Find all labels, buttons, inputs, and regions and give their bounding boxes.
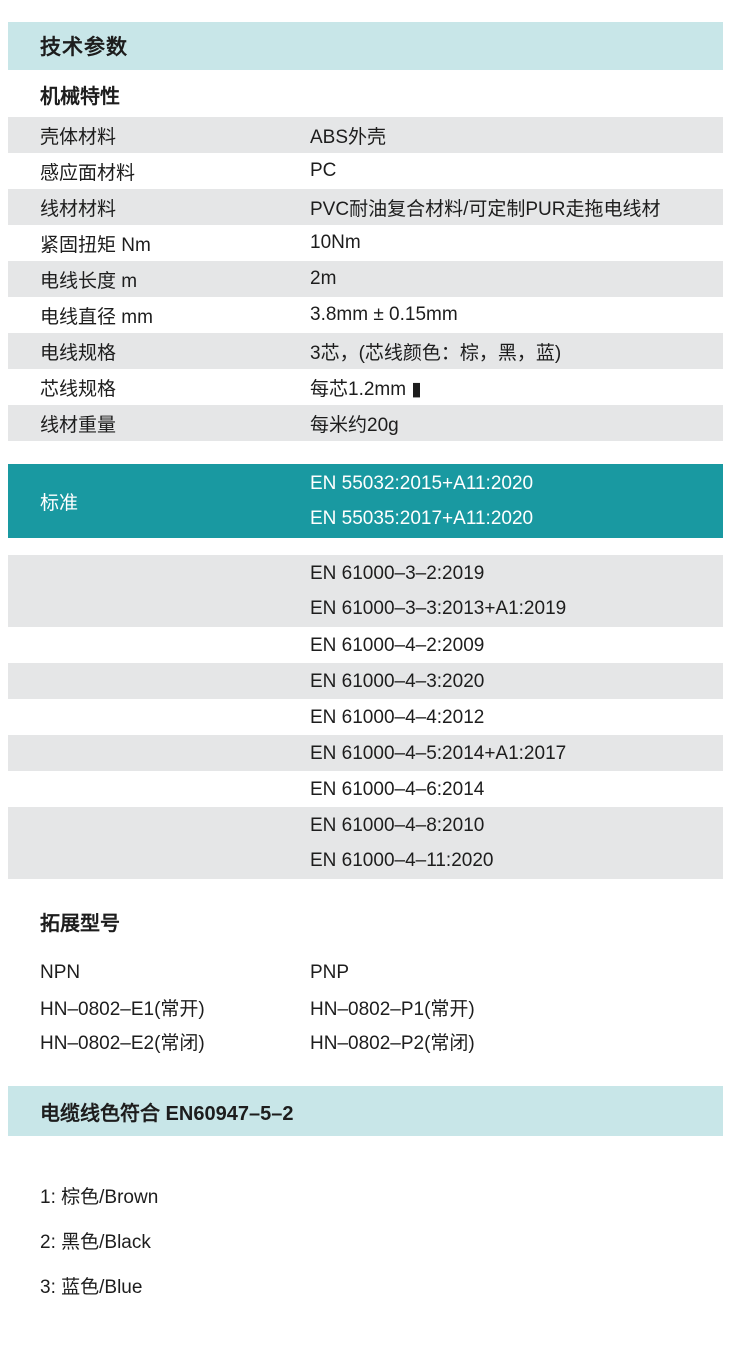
- standard-line: EN 61000–4–3:2020: [310, 670, 485, 692]
- row-label: 芯线规格: [40, 378, 117, 400]
- standards-group: EN 61000–4–6:2014: [8, 771, 723, 807]
- standards-label: 标准: [40, 492, 79, 514]
- standards-highlight: EN 55032:2015+A11:2020 EN 55035:2017+A11…: [310, 464, 723, 538]
- row-value: 3芯，(芯线颜色：棕，黑，蓝): [310, 342, 562, 364]
- table-row: 电线规格 3芯，(芯线颜色：棕，黑，蓝): [8, 333, 723, 369]
- standards-group: EN 61000–4–5:2014+A1:2017: [8, 735, 723, 771]
- standard-line: EN 61000–4–11:2020: [310, 850, 494, 871]
- row-value: 3.8mm ± 0.15mm: [310, 304, 458, 325]
- model-item: HN–0802–P2(常闭): [310, 1032, 475, 1054]
- row-value: PVC耐油复合材料/可定制PUR走拖电线材: [310, 198, 661, 220]
- standard-line: EN 61000–4–5:2014+A1:2017: [310, 742, 567, 764]
- row-value: 每米约20g: [310, 414, 399, 436]
- row-value: PC: [310, 160, 337, 181]
- row-value: 10Nm: [310, 232, 361, 253]
- model-row: HN–0802–E2(常闭) HN–0802–P2(常闭): [40, 1024, 723, 1058]
- model-item: HN–0802–P1(常开): [310, 998, 475, 1020]
- table-row: 感应面材料 PC: [8, 153, 723, 189]
- cable-heading: 电缆线色符合 EN60947–5–2: [40, 1102, 294, 1125]
- models-grid: NPN PNP HN–0802–E1(常开) HN–0802–P1(常开) HN…: [8, 956, 723, 1058]
- table-row: 线材重量 每米约20g: [8, 405, 723, 441]
- wire-item: 3: 蓝色/Blue: [40, 1277, 143, 1298]
- table-row: 电线长度 m 2m: [8, 261, 723, 297]
- model-item: HN–0802–E1(常开): [40, 998, 205, 1020]
- row-value: 每芯1.2mm ▮: [310, 378, 422, 400]
- table-row: 紧固扭矩 Nm 10Nm: [8, 225, 723, 261]
- standards-header-row: 标准 EN 55032:2015+A11:2020 EN 55035:2017+…: [8, 464, 723, 538]
- row-label: 壳体材料: [40, 126, 117, 148]
- cable-color-band: 电缆线色符合 EN60947–5–2: [8, 1086, 723, 1136]
- table-row: 壳体材料 ABS外壳: [8, 117, 723, 153]
- standards-group: EN 61000–4–8:2010 EN 61000–4–11:2020: [8, 807, 723, 879]
- model-title-row: NPN PNP: [40, 956, 723, 990]
- wire-item: 1: 棕色/Brown: [40, 1187, 159, 1208]
- section-heading-mechanical: 机械特性: [40, 86, 120, 108]
- section-heading-models: 拓展型号: [40, 913, 120, 935]
- table-row: 线材材料 PVC耐油复合材料/可定制PUR走拖电线材: [8, 189, 723, 225]
- wire-color-list: 1: 棕色/Brown 2: 黑色/Black 3: 蓝色/Blue: [8, 1182, 723, 1298]
- standard-line: EN 61000–4–4:2012: [310, 706, 485, 728]
- standard-line: EN 61000–4–8:2010: [310, 815, 485, 836]
- row-value: ABS外壳: [310, 126, 387, 148]
- standards-group: EN 61000–4–2:2009: [8, 627, 723, 663]
- model-column-title-npn: NPN: [40, 962, 81, 983]
- standard-line: EN 61000–3–2:2019: [310, 563, 485, 584]
- spec-sheet: 技术参数 机械特性 壳体材料 ABS外壳 感应面材料 PC 线材材料 PVC耐油…: [8, 22, 723, 1298]
- standards-highlight-line: EN 55032:2015+A11:2020: [310, 473, 534, 494]
- page-title: 技术参数: [40, 36, 128, 59]
- wire-item: 2: 黑色/Black: [40, 1232, 151, 1253]
- standards-group: EN 61000–3–2:2019 EN 61000–3–3:2013+A1:2…: [8, 555, 723, 627]
- table-row: 芯线规格 每芯1.2mm ▮: [8, 369, 723, 405]
- row-label: 紧固扭矩 Nm: [40, 234, 151, 256]
- standards-group: EN 61000–4–3:2020: [8, 663, 723, 699]
- row-label: 电线规格: [40, 342, 117, 364]
- standards-list: EN 61000–3–2:2019 EN 61000–3–3:2013+A1:2…: [8, 555, 723, 879]
- row-value: 2m: [310, 268, 337, 289]
- model-item: HN–0802–E2(常闭): [40, 1032, 205, 1054]
- standard-line: EN 61000–4–6:2014: [310, 778, 485, 800]
- standards-highlight-line: EN 55035:2017+A11:2020: [310, 508, 534, 529]
- model-row: HN–0802–E1(常开) HN–0802–P1(常开): [40, 990, 723, 1024]
- standards-group: EN 61000–4–4:2012: [8, 699, 723, 735]
- row-label: 线材材料: [40, 198, 117, 220]
- row-label: 电线直径 mm: [40, 306, 153, 328]
- model-column-title-pnp: PNP: [310, 962, 350, 983]
- row-label: 电线长度 m: [40, 270, 138, 292]
- page-title-band: 技术参数: [8, 22, 723, 70]
- table-row: 电线直径 mm 3.8mm ± 0.15mm: [8, 297, 723, 333]
- row-label: 感应面材料: [40, 162, 136, 184]
- standard-line: EN 61000–4–2:2009: [310, 634, 485, 656]
- row-label: 线材重量: [40, 414, 117, 436]
- mechanical-table: 壳体材料 ABS外壳 感应面材料 PC 线材材料 PVC耐油复合材料/可定制PU…: [8, 117, 723, 441]
- standard-line: EN 61000–3–3:2013+A1:2019: [310, 598, 567, 619]
